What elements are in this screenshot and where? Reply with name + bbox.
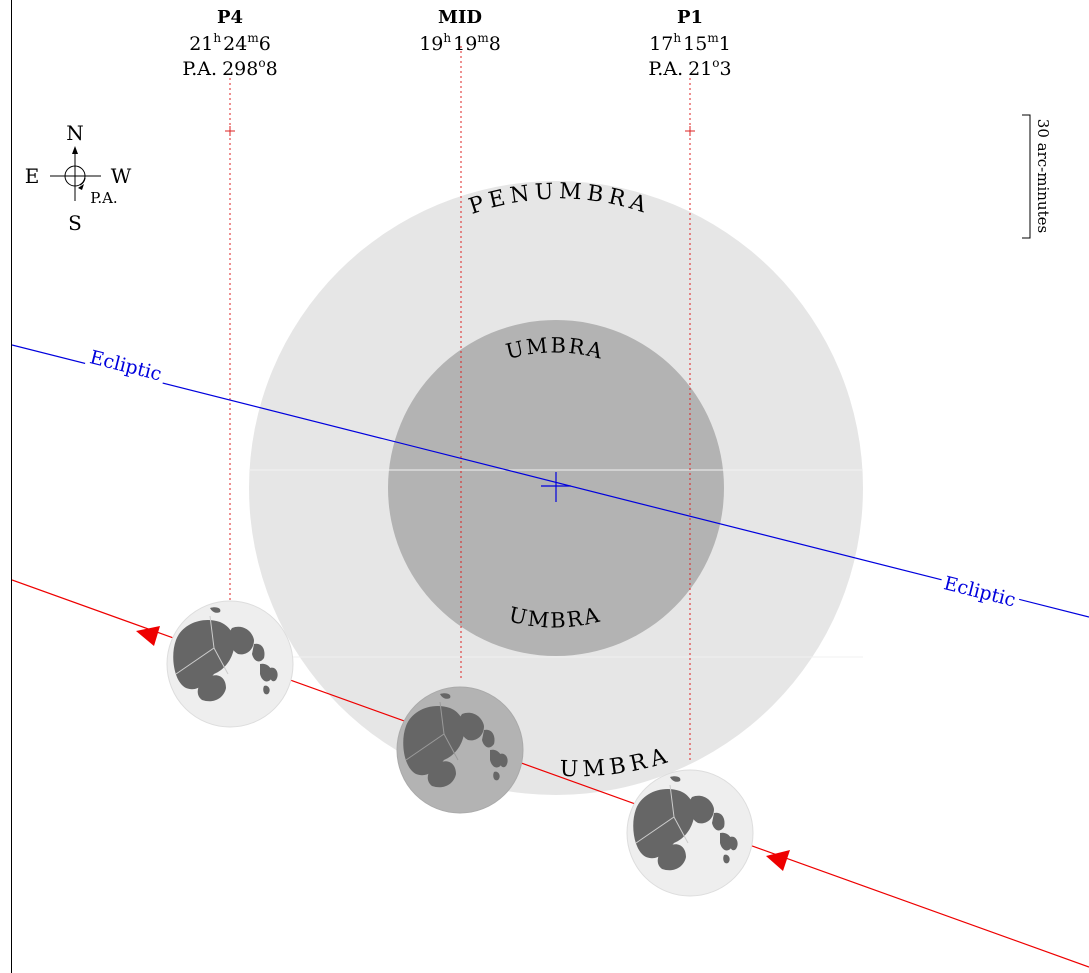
mid-minutes-dec: 8 — [489, 33, 501, 55]
p1-label: P1 — [677, 7, 703, 28]
compass-west: W — [111, 164, 132, 188]
mid-minute-symbol: m — [477, 31, 489, 45]
p1-degree-symbol: o — [712, 56, 719, 70]
compass-east: E — [25, 164, 40, 188]
p4-hour-symbol: h — [213, 31, 221, 45]
scale-label: 30 arc-minutes — [1034, 119, 1052, 233]
p4-pa-int: 298 — [222, 58, 258, 80]
compass-north-arrow — [72, 146, 78, 154]
contact-p1: P1 17h 15m1 P.A. 21o3 — [648, 7, 731, 80]
p1-minute-symbol: m — [707, 31, 719, 45]
mid-minutes: 19 — [453, 33, 477, 55]
p1-time: 17h 15m1 — [649, 31, 731, 55]
contact-lines — [229, 46, 691, 760]
compass-north: N — [66, 121, 84, 145]
scale-bracket — [1022, 114, 1031, 239]
p1-pa-prefix: P.A. — [648, 58, 683, 80]
p4-minutes-dec: 6 — [259, 33, 271, 55]
moon-path-arrow-east — [766, 850, 790, 871]
mid-hour-symbol: h — [443, 31, 451, 45]
contact-mid: MID 19h 19m8 — [419, 7, 501, 55]
p1-minutes: 15 — [683, 33, 707, 55]
compass-rose: N S E W P.A. — [25, 121, 132, 235]
scale-bar: 30 arc-minutes — [1022, 114, 1052, 239]
p4-pa: P.A. 298o8 — [182, 56, 277, 80]
shadow-center-cross — [541, 472, 571, 502]
p4-hours: 21 — [189, 33, 213, 55]
moon-ridges — [175, 615, 229, 675]
compass-circle — [64, 165, 86, 187]
ecliptic-label-bg — [938, 568, 1022, 614]
moon-p1 — [626, 769, 754, 897]
moon-p4 — [166, 600, 294, 728]
p1-hour-symbol: h — [673, 31, 681, 45]
contact-crosses — [225, 126, 695, 136]
ecliptic-line — [12, 344, 1089, 618]
p4-pa-dec: 8 — [266, 58, 278, 80]
p4-degree-symbol: o — [258, 56, 265, 70]
compass-pa-arc — [79, 177, 86, 186]
p4-time: 21h 24m6 — [189, 31, 271, 55]
mid-label: MID — [438, 7, 482, 28]
moon-path-arrow-west — [136, 626, 160, 646]
p1-minutes-dec: 1 — [719, 33, 731, 55]
moon-ridges — [405, 701, 459, 761]
compass-pa-label: P.A. — [90, 189, 117, 207]
moon-ridges — [635, 784, 689, 844]
p1-pa-int: 21 — [688, 58, 712, 80]
mid-hours: 19 — [419, 33, 443, 55]
mid-time: 19h 19m8 — [419, 31, 501, 55]
compass-south: S — [68, 211, 82, 235]
p4-minute-symbol: m — [247, 31, 259, 45]
p1-hours: 17 — [649, 33, 673, 55]
p1-pa-dec: 3 — [720, 58, 732, 80]
compass-pa-arrow — [78, 184, 84, 190]
p4-label: P4 — [217, 7, 243, 28]
p1-pa: P.A. 21o3 — [648, 56, 731, 80]
ecliptic-label-bg — [84, 342, 168, 388]
p4-minutes: 24 — [223, 33, 247, 55]
contact-p4: P4 21h 24m6 P.A. 298o8 — [182, 7, 277, 80]
moon-mid — [396, 686, 524, 814]
p4-pa-prefix: P.A. — [182, 58, 217, 80]
